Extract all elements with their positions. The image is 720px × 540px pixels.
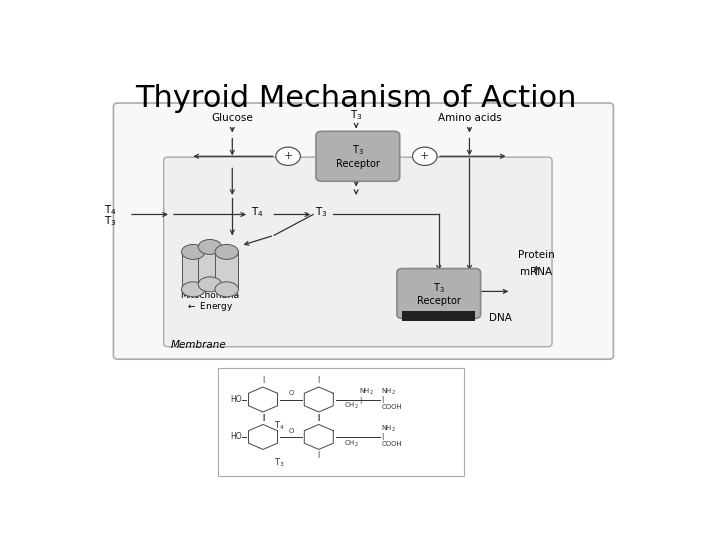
Ellipse shape [198,277,222,292]
Text: CH$_2$: CH$_2$ [344,401,359,411]
FancyBboxPatch shape [163,157,552,347]
Text: T$_4$: T$_4$ [251,206,264,219]
FancyBboxPatch shape [316,131,400,181]
Text: HO: HO [230,433,242,441]
Text: NH$_2$: NH$_2$ [382,424,396,435]
Ellipse shape [181,245,205,259]
Text: |: | [382,396,384,403]
Text: Membrane: Membrane [171,340,227,350]
Text: +: + [284,151,293,161]
Text: Thyroid Mechanism of Action: Thyroid Mechanism of Action [135,84,576,112]
Text: Mitochondria: Mitochondria [181,292,240,300]
FancyBboxPatch shape [114,103,613,359]
Text: NH$_2$: NH$_2$ [382,387,396,397]
Bar [198,247,222,285]
Text: Glucose: Glucose [212,113,253,123]
Text: |: | [382,434,384,441]
Text: I: I [262,376,264,386]
Text: T$_3$
Receptor: T$_3$ Receptor [417,281,461,306]
Bar [215,252,238,289]
Text: I: I [318,414,320,423]
Ellipse shape [215,282,238,297]
Text: O: O [288,428,294,434]
Text: I: I [318,451,320,460]
Bar [402,312,475,321]
Text: +: + [420,151,430,161]
Text: NH$_2$: NH$_2$ [359,387,374,397]
Ellipse shape [198,239,222,254]
Text: DNA: DNA [489,313,512,322]
Text: T$_3$: T$_3$ [350,109,362,122]
Text: Protein: Protein [518,250,555,260]
Text: I: I [318,376,320,386]
Circle shape [413,147,437,165]
Ellipse shape [215,245,238,259]
Text: HO: HO [230,395,242,404]
Text: T$_3$
Receptor: T$_3$ Receptor [336,144,379,169]
Ellipse shape [181,282,205,297]
Text: T$_3$: T$_3$ [104,214,117,228]
Text: |: | [359,397,361,404]
Text: T$_4$: T$_4$ [274,420,285,432]
Text: $\leftarrow$ Energy: $\leftarrow$ Energy [186,300,233,313]
Bar [181,252,205,289]
Text: I: I [262,414,264,423]
Bar [218,368,464,476]
Text: COOH: COOH [382,404,402,410]
Text: T$_3$: T$_3$ [274,457,285,469]
Circle shape [276,147,300,165]
Text: T$_4$: T$_4$ [104,204,117,217]
Text: COOH: COOH [382,441,402,447]
Text: CH$_2$: CH$_2$ [344,438,359,449]
Text: I: I [262,414,264,423]
Text: Amino acids: Amino acids [438,113,501,123]
Text: O: O [288,390,294,396]
Text: I: I [318,414,320,423]
Text: T$_3$: T$_3$ [315,206,328,219]
FancyBboxPatch shape [397,268,481,319]
Text: mRNA: mRNA [521,267,552,277]
